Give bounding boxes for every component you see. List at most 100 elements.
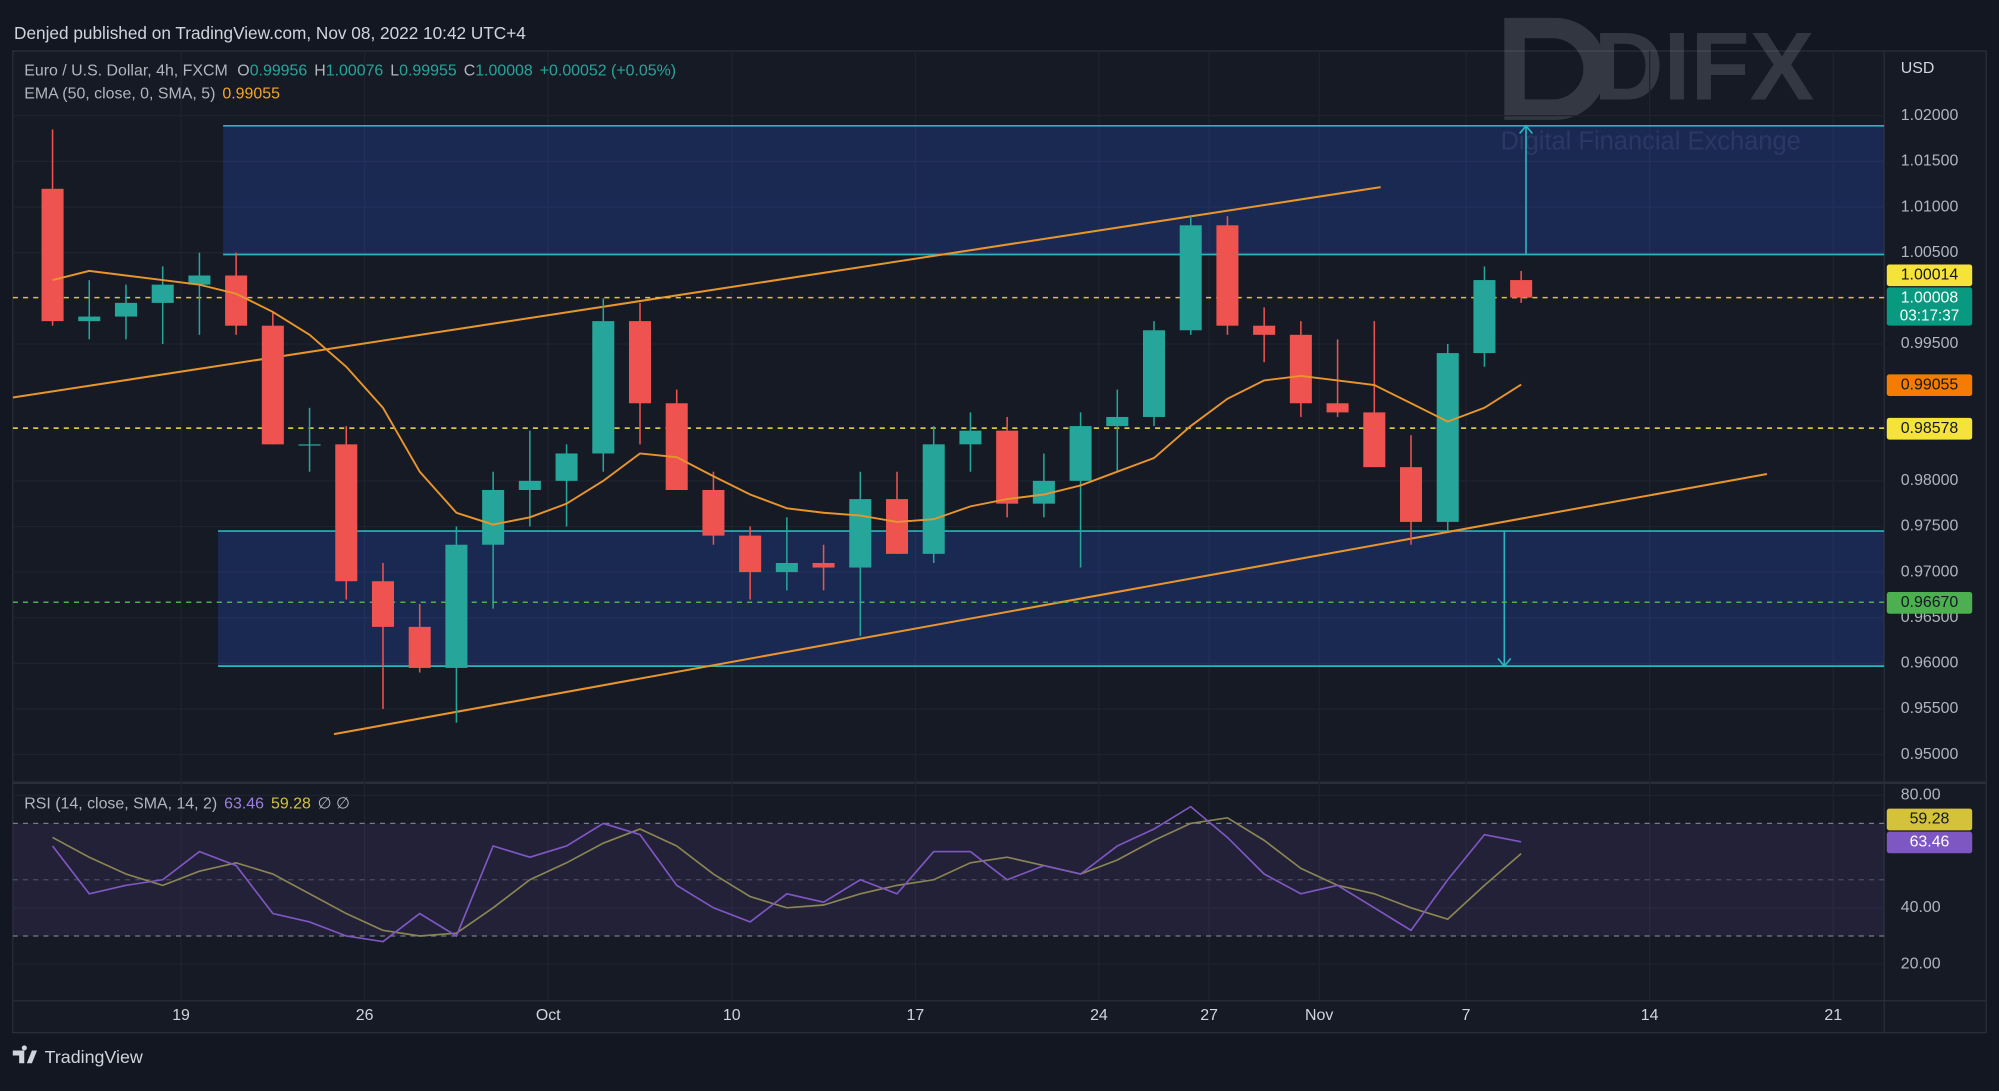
candle-body <box>445 544 468 668</box>
candle-body <box>1473 280 1496 354</box>
candle-body <box>1326 403 1349 413</box>
price-tag <box>1886 831 1973 854</box>
candle-body <box>959 430 982 445</box>
price-tag-label: 1.00008 <box>1901 289 1959 306</box>
candle-body <box>518 480 541 490</box>
ema-line <box>52 269 1522 526</box>
grid <box>12 50 1885 1001</box>
symbol-legend: Euro / U.S. Dollar, 4h, FXCM O0.99956 H1… <box>24 63 676 80</box>
y-tick-label: 1.01500 <box>1901 153 1959 170</box>
y-tick-label: 0.96000 <box>1901 655 1959 672</box>
candle-body <box>885 499 909 554</box>
candle-body <box>261 325 284 445</box>
rsi-band <box>12 823 1885 937</box>
candle-body <box>922 444 945 554</box>
y-tick-label: 1.02000 <box>1901 107 1959 124</box>
watermark-tagline: Digital Financial Exchange <box>1501 128 1801 156</box>
rsi-extra: ∅ ∅ <box>318 796 350 813</box>
candle-body <box>812 562 835 568</box>
candle-body <box>1510 280 1533 298</box>
ema-value: 0.99055 <box>222 86 280 103</box>
trendline <box>333 473 1768 736</box>
zone <box>223 125 1885 255</box>
x-tick-label: Oct <box>536 1007 561 1024</box>
price-pane <box>12 124 1885 736</box>
x-tick-label: 10 <box>723 1007 741 1024</box>
watermark-logo <box>1504 17 1607 120</box>
candle-body <box>151 284 174 303</box>
candle-body <box>628 321 652 404</box>
x-tick-label: 21 <box>1824 1007 1842 1024</box>
price-tag <box>1886 374 1973 397</box>
y-tick-label: 0.95000 <box>1901 746 1959 763</box>
rsi-tick-label: 40.00 <box>1901 899 1941 916</box>
candle-body <box>1253 325 1276 335</box>
candle-body <box>298 444 321 446</box>
target-arrow-head <box>1518 124 1534 135</box>
ohlc-value: 0.99955 <box>399 63 457 80</box>
countdown: 03:17:37 <box>1900 308 1959 325</box>
candle-body <box>1400 467 1423 522</box>
candle-body <box>702 489 725 536</box>
ema-legend: EMA (50, close, 0, SMA, 5) 0.99055 <box>24 86 280 103</box>
ohlc-key: C <box>464 63 476 80</box>
candle-body <box>1106 416 1129 427</box>
y-tick-label: 0.97500 <box>1901 518 1959 535</box>
change: +0.00052 (+0.05%) <box>540 63 676 80</box>
watermark: DIFX Digital Financial Exchange <box>1501 12 1815 156</box>
price-tag-label: 0.98578 <box>1901 420 1959 437</box>
candle-body <box>849 499 872 568</box>
price-tag <box>1886 287 1973 326</box>
ohlc-value: 0.99956 <box>250 63 308 80</box>
candle-body <box>996 430 1019 504</box>
candle-body <box>78 316 101 322</box>
candle-body <box>41 188 64 322</box>
candle-body <box>335 444 358 582</box>
candle-body <box>371 581 395 627</box>
x-tick-label: 27 <box>1200 1007 1218 1024</box>
price-tag-label: 59.28 <box>1910 811 1950 828</box>
price-tag <box>1886 808 1973 831</box>
price-tag <box>1886 417 1973 440</box>
zone <box>218 531 1885 667</box>
symbol-title: Euro / U.S. Dollar, 4h, FXCM <box>24 63 228 80</box>
y-tick-label: 0.98000 <box>1901 472 1959 489</box>
publisher-line: Denjed published on TradingView.com, Nov… <box>14 23 526 43</box>
candle-body <box>1032 480 1055 504</box>
price-tag-label: 1.00014 <box>1901 266 1959 283</box>
axes: 1.02000 1.01500 1.01000 1.00500 0.99500 0.980… <box>172 107 1973 1024</box>
y-tick-label: 1.00500 <box>1901 244 1959 261</box>
rsi-pane <box>12 805 1885 943</box>
candle-body <box>1216 225 1239 326</box>
x-tick-label: 17 <box>907 1007 925 1024</box>
footer-logo <box>12 1045 38 1064</box>
candle-body <box>555 453 578 481</box>
watermark-brand: DIFX <box>1594 12 1815 121</box>
ohlc-key: L <box>390 63 399 80</box>
rsi-tick-label: 80.00 <box>1901 786 1941 803</box>
rsi-name: RSI (14, close, SMA, 14, 2) <box>24 796 217 813</box>
candle-body <box>1289 334 1312 404</box>
x-tick-label: 24 <box>1090 1007 1108 1024</box>
x-tick-label: 19 <box>172 1007 190 1024</box>
footer-brand: TradingView <box>45 1047 143 1067</box>
rsi-value: 63.46 <box>224 796 264 813</box>
candle-body <box>1436 353 1459 522</box>
price-tag <box>1886 264 1973 287</box>
price-tag-label: 63.46 <box>1910 834 1950 851</box>
price-tag-label: 0.96670 <box>1901 594 1959 611</box>
rsi-line <box>51 805 1522 943</box>
y-tick-label: 0.95500 <box>1901 700 1959 717</box>
ohlc-key: H <box>314 63 326 80</box>
rsi-tick-label: 20.00 <box>1901 955 1941 972</box>
price-tag-label: 0.99055 <box>1901 376 1959 393</box>
y-tick-label: 0.97000 <box>1901 563 1959 580</box>
rsi-legend: RSI (14, close, SMA, 14, 2) 63.46 59.28 … <box>24 796 350 813</box>
candle-body <box>1179 225 1202 331</box>
price-tag <box>1886 592 1973 614</box>
x-tick-label: Nov <box>1305 1007 1333 1024</box>
candle-body <box>665 403 688 490</box>
ohlc-key: O <box>237 63 249 80</box>
candle-body <box>188 275 211 285</box>
